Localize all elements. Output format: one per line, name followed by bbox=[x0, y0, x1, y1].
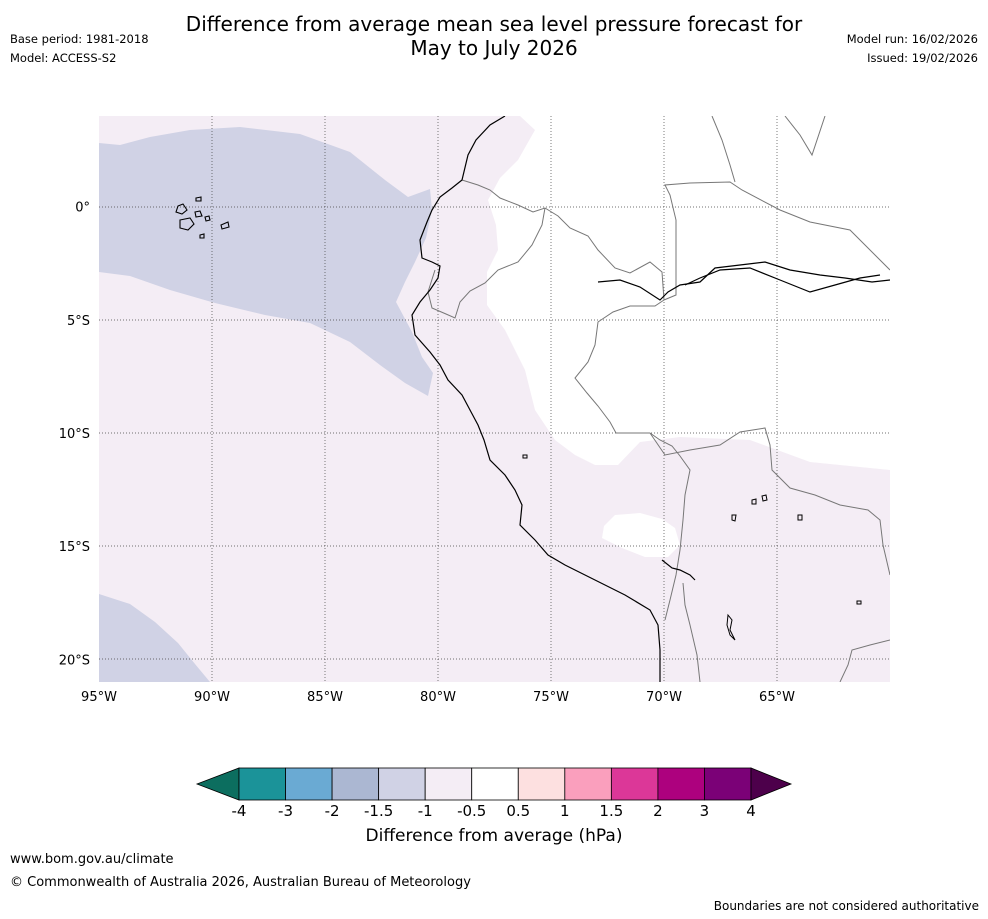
lon-label: 85°W bbox=[307, 690, 343, 705]
colorbar-segment bbox=[238, 767, 286, 801]
meta-right: Model run: 16/02/2026 Issued: 19/02/2026 bbox=[847, 30, 978, 68]
colorbar-tick-label: -3 bbox=[278, 802, 293, 820]
colorbar-tick-label: -4 bbox=[232, 802, 247, 820]
colorbar-segment bbox=[517, 767, 566, 801]
base-period: Base period: 1981-2018 bbox=[10, 32, 149, 46]
colorbar-segment bbox=[471, 767, 519, 801]
meta-left: Base period: 1981-2018 Model: ACCESS-S2 bbox=[10, 30, 149, 68]
lon-label: 90°W bbox=[194, 690, 230, 705]
footer-copyright: © Commonwealth of Australia 2026, Austra… bbox=[10, 875, 471, 890]
colorbar-tick-label: -2 bbox=[325, 802, 340, 820]
title-line-2: May to July 2026 bbox=[410, 36, 578, 60]
chart-title: Difference from average mean sea level p… bbox=[0, 12, 988, 60]
lakes bbox=[522, 454, 862, 641]
colorbar-tick-label: -1 bbox=[418, 802, 433, 820]
coastlines bbox=[411, 116, 890, 682]
footer-note: Boundaries are not considered authoritat… bbox=[713, 899, 979, 913]
footer-url: www.bom.gov.au/climate bbox=[10, 852, 174, 867]
map-frame bbox=[99, 116, 890, 682]
colorbar-segment bbox=[704, 767, 752, 801]
colorbar-tick-label: -1.5 bbox=[364, 802, 393, 820]
below-average-region-north bbox=[99, 127, 433, 396]
colorbar-segment bbox=[378, 767, 426, 801]
lat-label: 10°S bbox=[59, 427, 90, 442]
graticule bbox=[99, 116, 890, 682]
title-line-1: Difference from average mean sea level p… bbox=[185, 12, 803, 36]
colorbar-tick-label: -0.5 bbox=[457, 802, 486, 820]
issued-date: Issued: 19/02/2026 bbox=[867, 51, 978, 65]
lon-label: 80°W bbox=[420, 690, 456, 705]
country-borders bbox=[427, 116, 890, 682]
model-run: Model run: 16/02/2026 bbox=[846, 32, 978, 46]
colorbar-segment bbox=[657, 767, 705, 801]
colorbar-tick-label: 2 bbox=[653, 802, 663, 820]
colorbar-segment bbox=[331, 767, 380, 801]
colorbar-over-arrow bbox=[750, 767, 793, 801]
colorbar-tick-label: 3 bbox=[700, 802, 710, 820]
latitude-labels: 0° 5°S 10°S 15°S 20°S bbox=[59, 201, 90, 669]
lon-label: 65°W bbox=[759, 690, 795, 705]
colorbar-under-arrow bbox=[195, 767, 240, 801]
lat-label: 5°S bbox=[67, 314, 90, 329]
lon-label: 75°W bbox=[533, 690, 569, 705]
colorbar: -4 -3 -2 -1.5 -1 -0.5 0.5 1 1.5 2 3 4 bbox=[195, 767, 793, 820]
longitude-labels: 95°W 90°W 85°W 80°W 75°W 70°W 65°W bbox=[81, 690, 795, 705]
galapagos-islands bbox=[175, 196, 230, 239]
colorbar-segment bbox=[610, 767, 659, 801]
colorbar-tick-label: 0.5 bbox=[506, 802, 530, 820]
colorbar-segment bbox=[285, 767, 333, 801]
lon-label: 70°W bbox=[646, 690, 682, 705]
neutral-region bbox=[487, 116, 890, 470]
model-name: Model: ACCESS-S2 bbox=[10, 51, 117, 65]
lat-label: 20°S bbox=[59, 653, 90, 668]
colorbar-tick-label: 1.5 bbox=[599, 802, 623, 820]
colorbar-tick-label: 1 bbox=[560, 802, 570, 820]
colorbar-tick-label: 4 bbox=[746, 802, 756, 820]
lon-label: 95°W bbox=[81, 690, 117, 705]
colorbar-label: Difference from average (hPa) bbox=[365, 826, 623, 846]
colorbar-segment bbox=[564, 767, 612, 801]
colorbar-segment bbox=[424, 767, 473, 801]
lat-label: 0° bbox=[75, 201, 90, 216]
below-average-region-south bbox=[99, 594, 210, 682]
lat-label: 15°S bbox=[59, 540, 90, 555]
